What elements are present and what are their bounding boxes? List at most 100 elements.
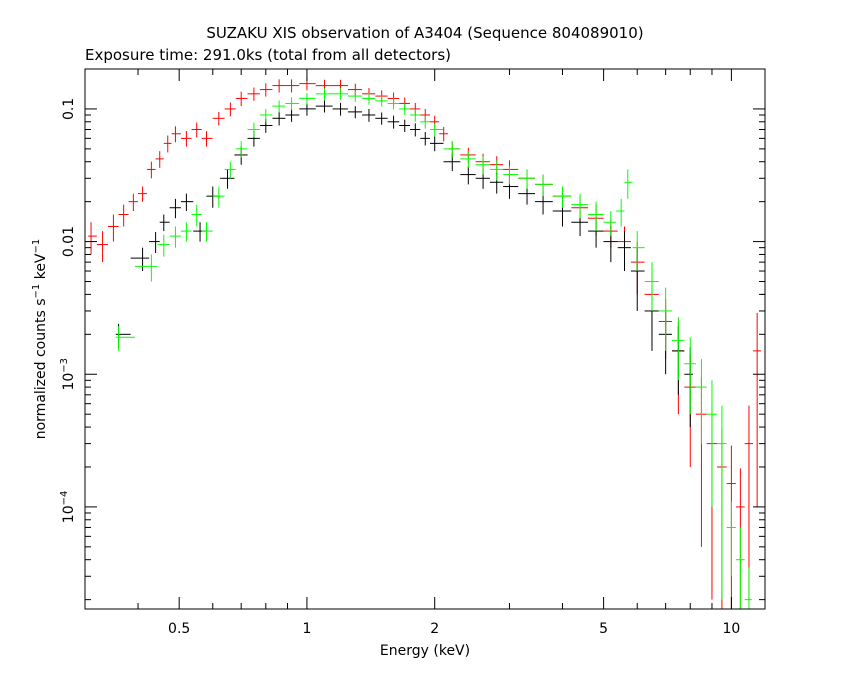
data-point xyxy=(332,88,348,100)
data-point xyxy=(429,136,444,152)
data-point xyxy=(155,151,164,168)
data-point xyxy=(332,102,348,116)
x-tick-label: 5 xyxy=(599,621,608,637)
data-point xyxy=(420,115,430,129)
y-axis-label-mid: keV xyxy=(33,253,49,284)
data-point xyxy=(169,226,181,248)
data-point xyxy=(149,232,160,254)
data-point xyxy=(235,91,248,107)
data-point xyxy=(130,247,150,272)
plot-frame xyxy=(84,68,766,610)
data-point xyxy=(571,193,589,219)
x-tick-label: 0.5 xyxy=(168,621,190,637)
data-point xyxy=(224,102,236,117)
y-tick-label: 10−3 xyxy=(59,358,77,391)
data-point xyxy=(387,115,400,129)
data-point xyxy=(630,241,645,295)
data-point xyxy=(362,108,376,122)
data-point xyxy=(146,161,156,179)
data-point xyxy=(535,174,553,197)
data-point xyxy=(362,92,376,105)
data-point xyxy=(439,127,448,142)
data-point xyxy=(375,95,388,107)
data-point xyxy=(128,193,138,212)
data-point xyxy=(180,131,192,147)
data-point xyxy=(429,123,444,137)
data-point xyxy=(285,79,300,93)
data-point xyxy=(684,337,696,415)
data-point xyxy=(285,97,300,111)
data-point xyxy=(695,359,707,444)
data-point xyxy=(347,90,363,102)
x-tick-label: 1 xyxy=(302,621,311,637)
data-point xyxy=(630,247,645,311)
data-point xyxy=(552,186,572,208)
data-point xyxy=(299,102,316,116)
data-point xyxy=(588,201,604,232)
data-point xyxy=(753,312,762,507)
data-point xyxy=(617,231,631,272)
data-point xyxy=(410,108,421,122)
data-point xyxy=(672,317,685,381)
data-point xyxy=(212,186,225,208)
data-point xyxy=(96,231,108,263)
y-axis-label: normalized counts s−1 keV−1 xyxy=(31,239,49,440)
data-point xyxy=(247,122,260,138)
data-point xyxy=(420,132,430,146)
data-point xyxy=(201,131,213,147)
data-point xyxy=(118,204,129,227)
data-point xyxy=(726,501,736,577)
chart-title: SUZAKU XIS observation of A3404 (Sequenc… xyxy=(206,24,643,42)
chart-subtitle: Exposure time: 291.0ks (total from all d… xyxy=(85,46,451,64)
data-point xyxy=(201,222,213,242)
data-point xyxy=(224,161,236,179)
data-point xyxy=(744,405,754,600)
data-point xyxy=(159,214,170,232)
x-axis: 0.5 1 2 5 10 xyxy=(84,69,740,637)
data-point xyxy=(163,135,172,153)
data-point xyxy=(644,262,659,311)
data-point xyxy=(603,211,617,237)
y-tick-label: 0.1 xyxy=(61,98,77,120)
data-point xyxy=(285,108,300,122)
data-point xyxy=(137,186,147,202)
data-point xyxy=(503,160,519,181)
data-point xyxy=(180,222,192,242)
data-point xyxy=(235,141,248,158)
data-point xyxy=(259,83,273,97)
data-point xyxy=(299,77,316,91)
data-point xyxy=(410,123,421,137)
data-point xyxy=(134,254,158,282)
data-point xyxy=(624,169,633,199)
series-1 xyxy=(115,100,693,428)
data-point xyxy=(518,169,536,189)
series-layer xyxy=(88,77,765,609)
data-point xyxy=(259,108,273,122)
data-point xyxy=(475,156,490,175)
y-axis-label-main: normalized counts s xyxy=(33,298,49,439)
y-axis-label-exp1: −1 xyxy=(31,284,42,299)
data-point xyxy=(220,169,235,189)
x-tick-label: 10 xyxy=(722,621,740,637)
data-point xyxy=(180,193,194,212)
data-point xyxy=(375,112,388,125)
data-point xyxy=(315,88,333,100)
data-point xyxy=(460,166,476,185)
data-point xyxy=(706,380,717,507)
data-point xyxy=(193,222,207,242)
data-point xyxy=(503,176,519,199)
data-point xyxy=(387,97,400,110)
data-point xyxy=(169,198,181,219)
data-point xyxy=(535,191,553,215)
data-point xyxy=(299,92,316,105)
data-point xyxy=(157,234,170,257)
data-point xyxy=(88,222,97,255)
data-point xyxy=(272,79,286,93)
y-tick-label: 0.01 xyxy=(61,226,77,257)
y-axis: 0.1 0.01 10−3 10−4 xyxy=(59,68,765,601)
data-point xyxy=(115,326,135,351)
data-point xyxy=(489,160,504,181)
data-point xyxy=(347,106,363,119)
y-tick-label: 10−4 xyxy=(59,491,77,524)
